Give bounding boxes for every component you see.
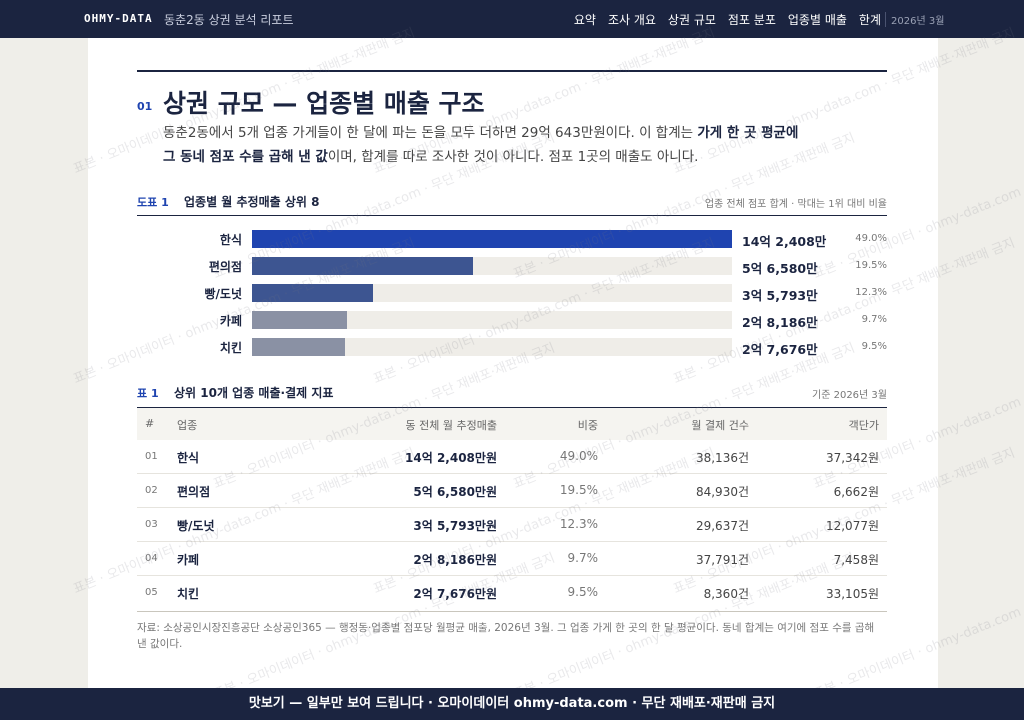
- table-cell: 5억 6,580만원: [413, 485, 497, 499]
- brand[interactable]: OHMY-DATA: [84, 12, 153, 25]
- lead-text: 동춘2동에서 5개 업종 가게들이 한 달에 파는 돈을 모두 더하면 29억 …: [163, 125, 698, 141]
- table-cell: 03: [145, 519, 158, 530]
- column-header: 비중: [577, 419, 598, 432]
- figure-note: 업종 전체 점포 합계 · 막대는 1위 대비 비율: [704, 199, 887, 210]
- bar-category: 편의점: [208, 260, 242, 274]
- bar: [252, 284, 373, 302]
- table-cell: 9.5%: [567, 585, 599, 599]
- section-number: 01: [137, 100, 153, 113]
- table-header-bg: [137, 408, 887, 440]
- table-cell: 38,136건: [695, 451, 749, 465]
- bar-share-label: 9.7%: [861, 314, 887, 325]
- lead: 동춘2동에서 5개 업종 가게들이 한 달에 파는 돈을 모두 더하면 29억 …: [163, 121, 803, 169]
- nav-links: 요약 조사 개요 상권 규모 점포 분포 업종별 매출 한계: [574, 11, 881, 28]
- row-rule: [137, 575, 887, 576]
- column-header: 월 결제 건수: [691, 419, 749, 432]
- row-rule: [137, 611, 887, 612]
- bar-track: [252, 338, 732, 356]
- lead-text: 이며, 합계를 따로 조사한 것이 아니다. 점포 1곳의 매출도 아니다.: [327, 149, 699, 165]
- table-cell: 29,637건: [695, 519, 749, 533]
- section-title: 상권 규모 — 업종별 매출 구조: [163, 89, 485, 118]
- bar-share-label: 12.3%: [855, 287, 887, 298]
- table-cell: 6,662원: [833, 485, 879, 499]
- table-cell: 카페: [177, 553, 200, 567]
- table-cell: 49.0%: [559, 449, 598, 463]
- bar: [252, 338, 346, 356]
- nav-link[interactable]: 업종별 매출: [787, 13, 847, 27]
- bar-value-label: 5억 6,580만: [742, 261, 818, 276]
- bar-category: 빵/도넛: [204, 287, 242, 301]
- bar: [252, 257, 474, 275]
- table-cell: 3억 5,793만원: [413, 519, 497, 533]
- table-rule: [137, 407, 887, 408]
- bar-value-label: 14억 2,408만: [742, 234, 827, 249]
- table-cell: 12.3%: [559, 517, 598, 531]
- bar-value-label: 2억 7,676만: [742, 342, 818, 357]
- nav-link[interactable]: 상권 규모: [667, 13, 716, 27]
- table-cell: 12,077원: [825, 519, 879, 533]
- table-cell: 33,105원: [825, 587, 879, 601]
- nav-bar: OHMY-DATA 동춘2동 상권 분석 리포트 요약 조사 개요 상권 규모 점포 …: [0, 0, 1024, 38]
- bar-value-label: 2억 8,186만: [742, 315, 818, 330]
- bar-category: 카페: [219, 314, 242, 328]
- bar-share-label: 19.5%: [855, 260, 887, 271]
- table-cell: 빵/도넛: [177, 519, 215, 533]
- table-cell: 2억 7,676만원: [413, 587, 497, 601]
- table-cell: 84,930건: [695, 485, 749, 499]
- column-header: #: [145, 417, 155, 430]
- table-cell: 7,458원: [833, 553, 879, 567]
- source: 자료: 소상공인시장진흥공단 소상공인365 — 행정동·업종별 점포당 월평균…: [137, 622, 875, 650]
- table-cell: 37,791건: [695, 553, 749, 567]
- top-rule: [137, 70, 887, 72]
- report-name: 동춘2동 상권 분석 리포트: [164, 13, 294, 27]
- table-cell: 9.7%: [567, 551, 599, 565]
- row-rule: [137, 507, 887, 508]
- figure-rule: [137, 215, 887, 216]
- table-cell: 19.5%: [559, 483, 598, 497]
- row-rule: [137, 541, 887, 542]
- table-cell: 치킨: [177, 587, 200, 601]
- bar-category: 치킨: [219, 341, 242, 355]
- table-note: 기준 2026년 3월: [812, 390, 887, 401]
- table-cell: 14억 2,408만원: [405, 451, 497, 465]
- table-cell: 02: [145, 485, 158, 496]
- table-cell: 한식: [177, 451, 200, 465]
- figure-label: 도표 1: [137, 196, 169, 209]
- nav-link[interactable]: 점포 분포: [727, 13, 776, 27]
- table-label: 표 1: [137, 387, 159, 400]
- bar-share-label: 49.0%: [855, 233, 887, 244]
- bar: [252, 230, 732, 248]
- nav-link[interactable]: 한계: [858, 13, 881, 27]
- column-header: 객단가: [848, 419, 879, 432]
- bar: [252, 311, 347, 329]
- bar-share-label: 9.5%: [861, 341, 887, 352]
- report-panel: [88, 38, 938, 688]
- nav-link[interactable]: 요약: [573, 13, 596, 27]
- figure-title: 업종별 월 추정매출 상위 8: [184, 195, 320, 209]
- table-cell: 37,342원: [825, 451, 879, 465]
- footer-banner: 맛보기 — 일부만 보여 드립니다 · 오마이데이터 ohmy-data.com…: [0, 688, 1024, 720]
- bar-track: [252, 311, 732, 329]
- table-cell: 04: [145, 553, 158, 564]
- lead-emphasis: 가게 한 곳 평균에 그 동네 점포 수를 곱해 낸 값: [163, 125, 799, 165]
- bar-value-label: 3억 5,793만: [742, 288, 818, 303]
- table-title: 상위 10개 업종 매출·결제 지표: [174, 386, 334, 400]
- table-cell: 01: [145, 451, 158, 462]
- row-rule: [137, 473, 887, 474]
- column-header: 동 전체 월 추정매출: [405, 419, 497, 432]
- table-cell: 편의점: [177, 485, 211, 499]
- column-header: 업종: [177, 419, 198, 432]
- nav-date: 2026년 3월: [885, 12, 944, 27]
- table-cell: 05: [145, 587, 158, 598]
- nav-link[interactable]: 조사 개요: [607, 13, 656, 27]
- table-cell: 2억 8,186만원: [413, 553, 497, 567]
- bar-category: 한식: [219, 233, 242, 247]
- table-cell: 8,360건: [703, 587, 749, 601]
